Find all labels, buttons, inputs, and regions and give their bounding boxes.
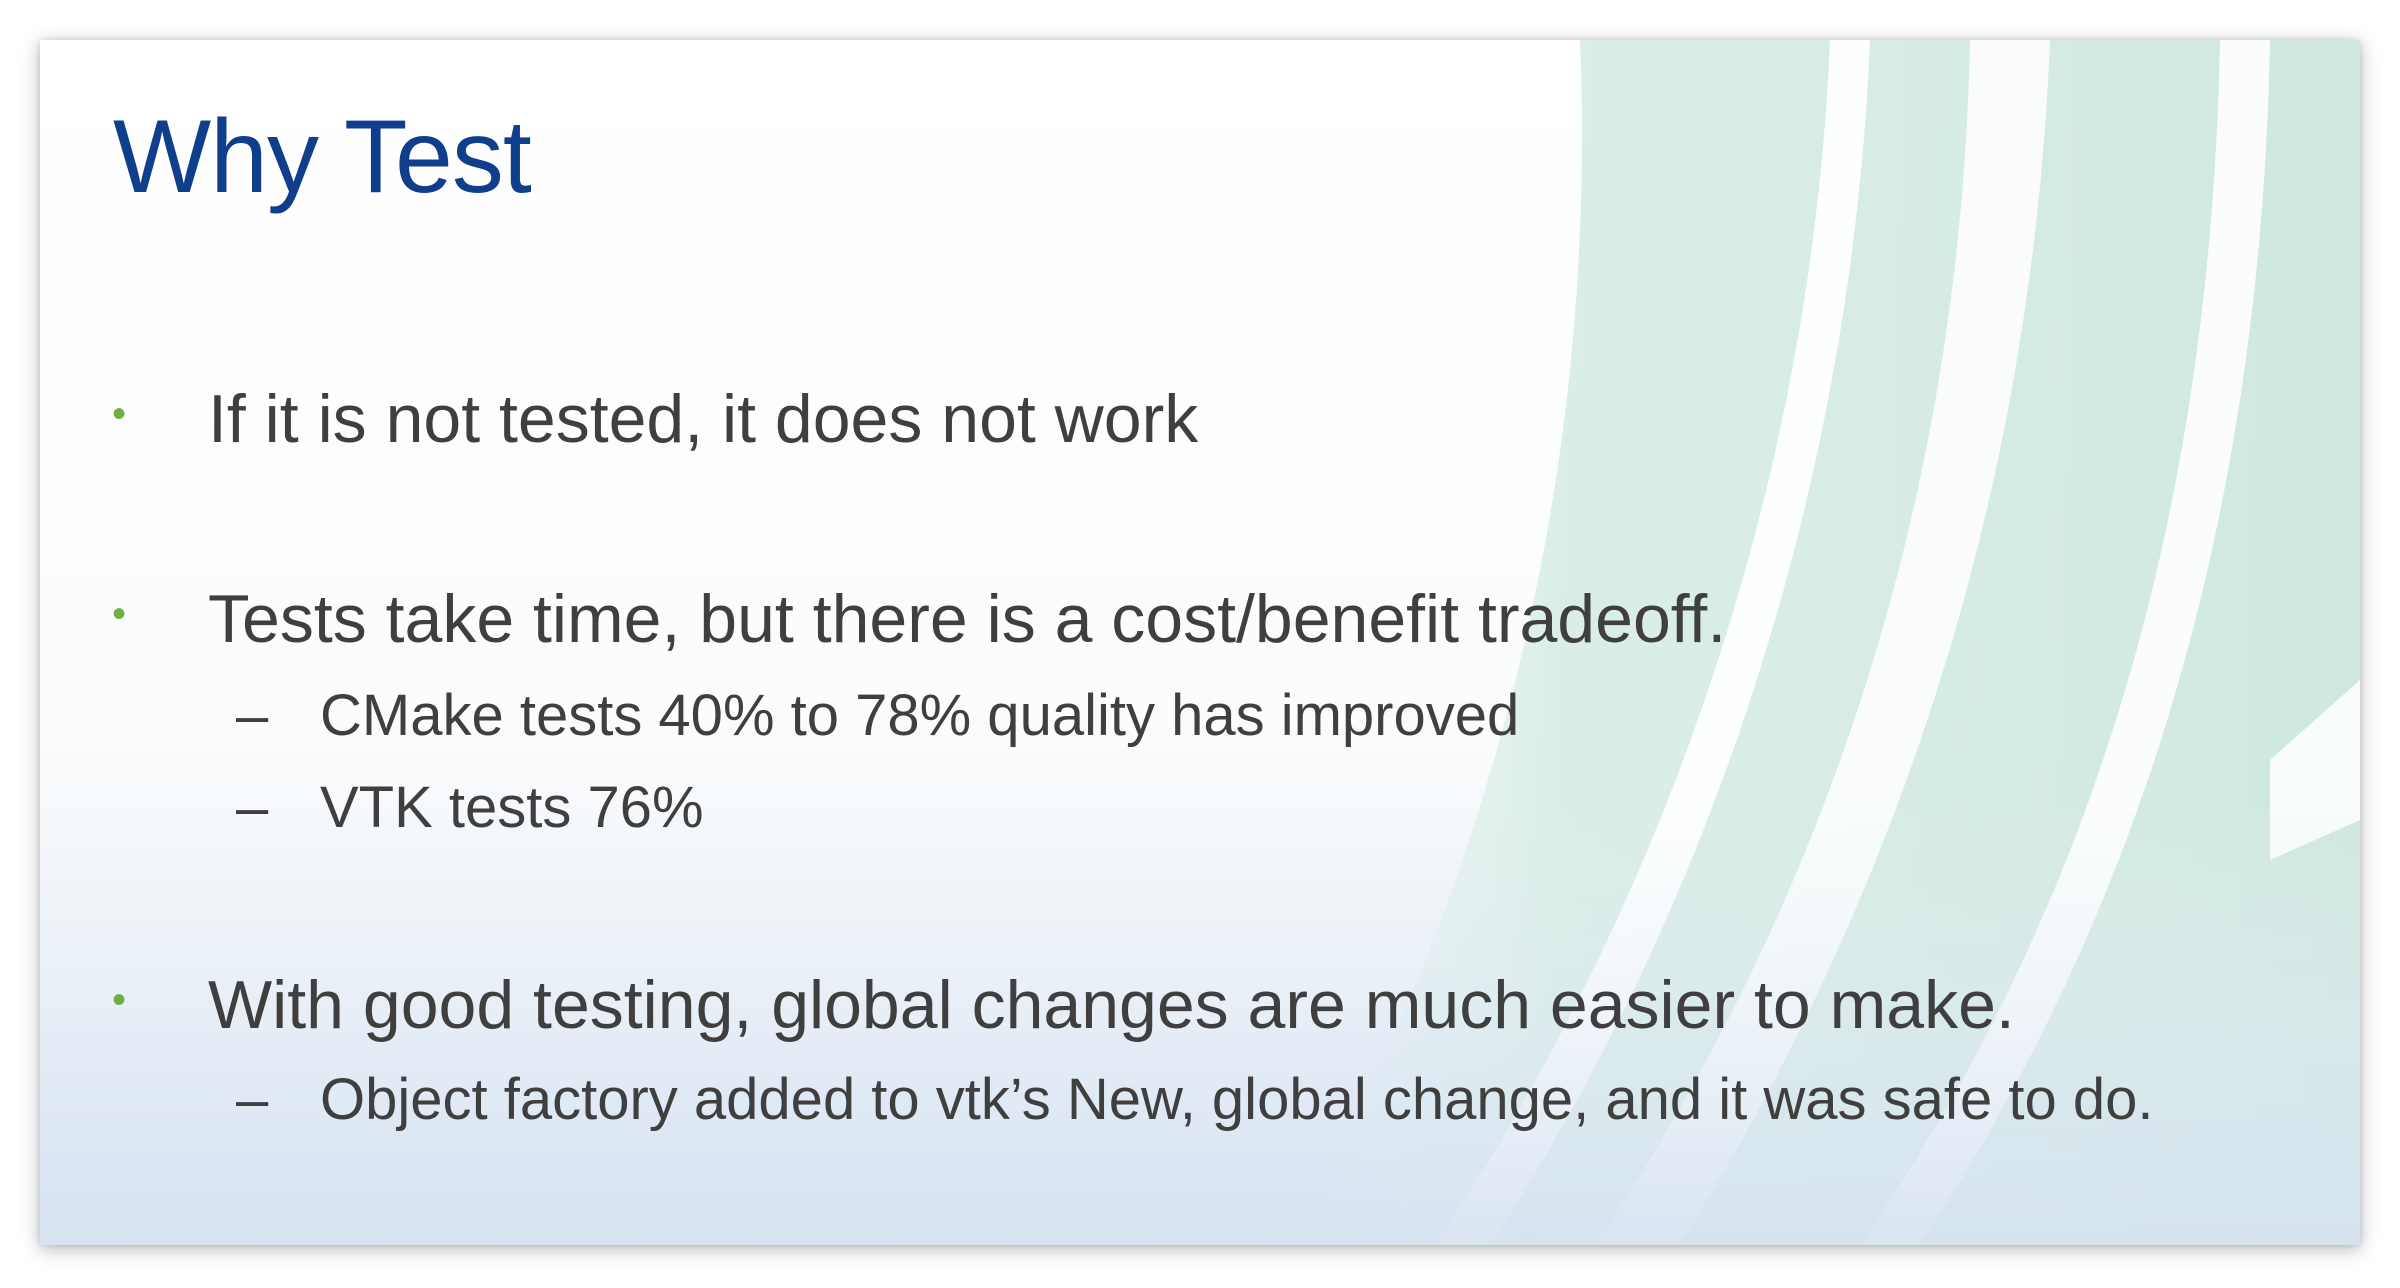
bullet-text: With good testing, global changes are mu…: [208, 967, 2015, 1043]
sub-bullet-dash-icon: –: [236, 1067, 269, 1132]
bullet-dot-icon: •: [112, 978, 127, 1022]
slide-title: Why Test: [113, 99, 532, 215]
sub-bullet-text: VTK tests 76%: [320, 775, 704, 840]
sub-bullet-dash-icon: –: [236, 775, 269, 840]
bullet-text: If it is not tested, it does not work: [208, 381, 1199, 457]
decorative-swoosh-background: [40, 40, 2360, 1245]
bullet-dot-icon: •: [112, 592, 127, 636]
sub-bullet-text: Object factory added to vtk’s New, globa…: [320, 1067, 2154, 1132]
bullet-text: Tests take time, but there is a cost/ben…: [208, 581, 1727, 657]
slide: Why Test • If it is not tested, it does …: [40, 40, 2360, 1245]
sub-bullet-text: CMake tests 40% to 78% quality has impro…: [320, 683, 1520, 748]
sub-bullet-dash-icon: –: [236, 683, 269, 748]
bullet-dot-icon: •: [112, 392, 127, 436]
